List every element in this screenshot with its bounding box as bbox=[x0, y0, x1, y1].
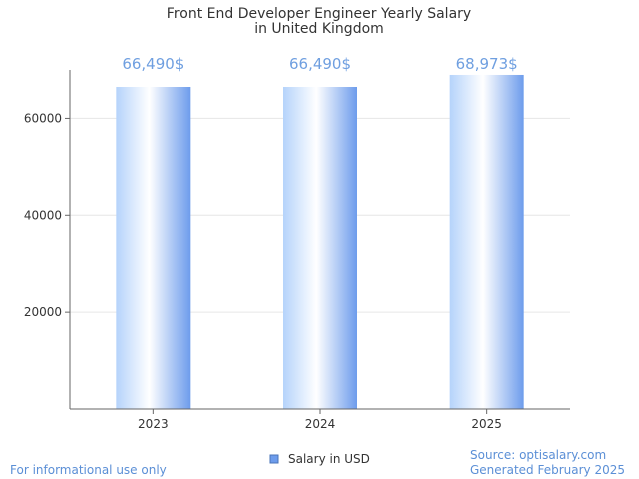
bar-2023[interactable] bbox=[116, 86, 191, 410]
chart-title-line1: Front End Developer Engineer Yearly Sala… bbox=[167, 6, 471, 22]
bars bbox=[116, 74, 524, 410]
x-tick-label-2024: 2024 bbox=[305, 417, 336, 431]
bar-2024[interactable] bbox=[283, 86, 357, 410]
data-label-2025: 68,973$ bbox=[456, 55, 518, 73]
data-labels: 66,490$ 66,490$ 68,973$ bbox=[122, 55, 517, 73]
y-tick-label: 60000 bbox=[24, 111, 62, 125]
disclaimer-text: For informational use only bbox=[10, 463, 167, 477]
data-label-2024: 66,490$ bbox=[289, 55, 351, 73]
axes: 20000 40000 60000 2023 2024 2025 bbox=[24, 70, 570, 431]
data-label-2023: 66,490$ bbox=[122, 55, 184, 73]
x-tick-label-2025: 2025 bbox=[471, 417, 502, 431]
legend-label[interactable]: Salary in USD bbox=[288, 452, 370, 466]
chart-title-line2: in United Kingdom bbox=[254, 21, 384, 37]
legend-swatch bbox=[269, 454, 279, 464]
y-tick-label: 20000 bbox=[24, 305, 62, 319]
generated-text: Generated February 2025 bbox=[470, 463, 626, 477]
y-tick-label: 40000 bbox=[24, 208, 62, 222]
x-tick-label-2023: 2023 bbox=[138, 417, 169, 431]
legend[interactable]: Salary in USD bbox=[269, 452, 370, 466]
source-text: Source: optisalary.com bbox=[470, 448, 607, 462]
bar-2025[interactable] bbox=[449, 74, 524, 409]
